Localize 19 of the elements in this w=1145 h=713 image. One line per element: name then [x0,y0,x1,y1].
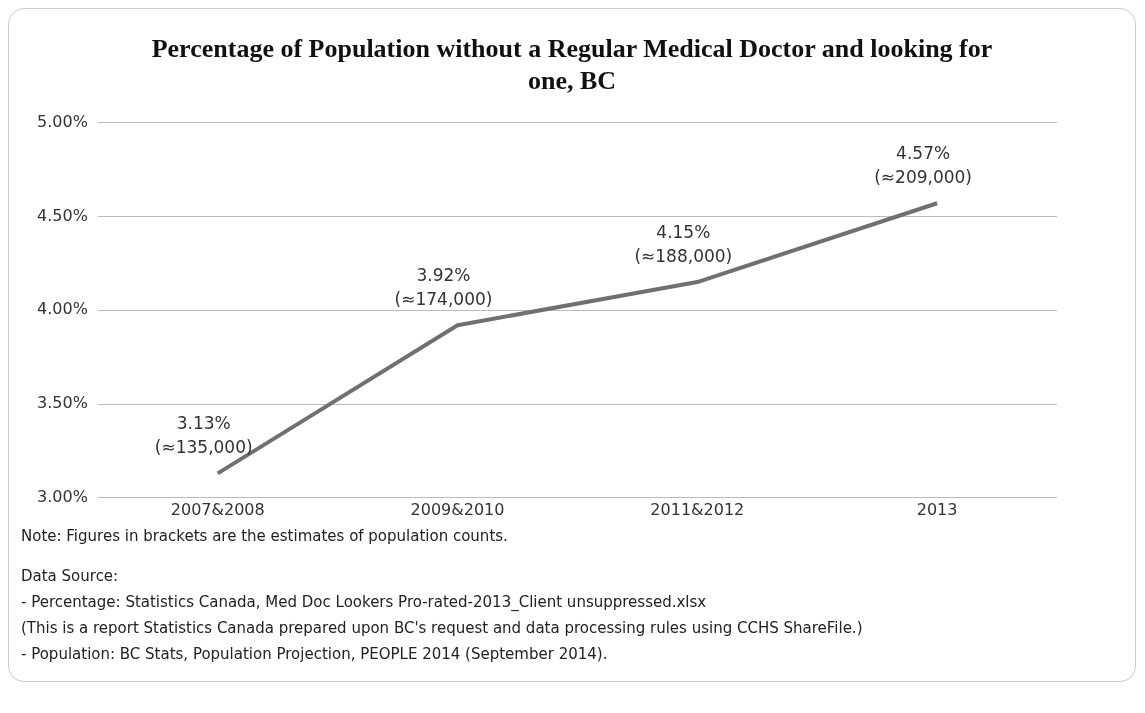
y-tick-label: 3.50% [37,393,88,413]
data-label: 4.57% (≈209,000) [874,143,973,188]
y-tick-label: 3.00% [37,486,88,506]
text: - Population: BC Stats, Population Projection, PEOPLE 2014 (September 2014). [21,644,609,665]
data-label: 4.15% (≈188,000) [634,221,733,266]
chart-title: Percentage of Population without a Regular Medical Doctor and looking for one, BC [150,33,994,97]
text: (This is a report Statistics Canada prepared upon BC's request and data processing rules using CCHS ShareFile.) [21,618,864,639]
x-tick-label: 2011&2012 [650,499,745,519]
text: - Percentage: Statistics Canada, Med Doc Lookers Pro-rated-2013_Client unsuppressed.xlsx [21,592,708,613]
x-tick-label: 2007&2008 [170,499,265,519]
text: Note: Figures in brackets are the estimates of population counts. [21,526,509,547]
y-tick-label: 5.00% [37,111,88,131]
data-label: 3.92% (≈174,000) [394,265,493,310]
y-tick-label: 4.50% [37,205,88,225]
x-tick-label: 2009&2010 [410,499,505,519]
source-note: Data Source: [21,566,120,587]
data-label: 3.13% (≈135,000) [154,413,253,458]
x-tick-label: 2013 [916,499,958,519]
y-tick-label: 4.00% [37,299,88,319]
